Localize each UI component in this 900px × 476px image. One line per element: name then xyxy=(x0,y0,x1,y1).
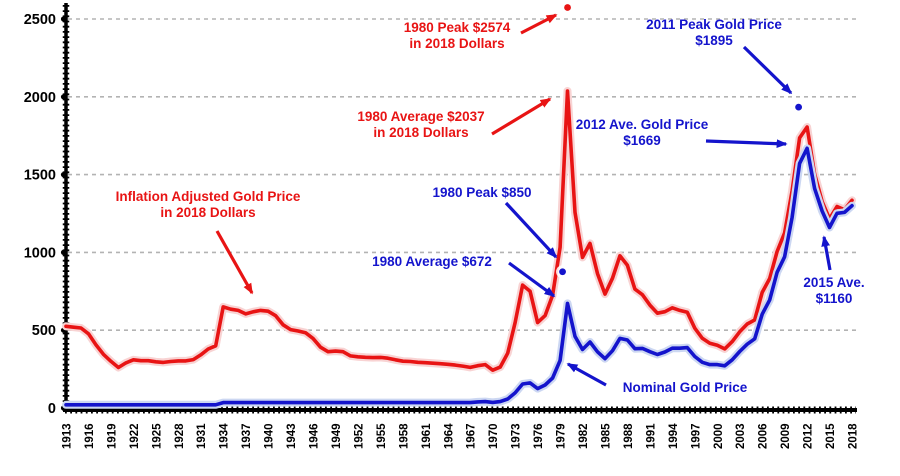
y-tick-dot xyxy=(60,94,67,100)
x-tick-label: 1916 xyxy=(84,423,96,449)
x-tick-label: 2006 xyxy=(758,423,770,449)
annotation-arrow xyxy=(566,362,607,387)
annotation-arrow xyxy=(504,201,558,259)
y-tick-dot xyxy=(60,172,67,178)
annotation-avg-1669-label: 2012 Ave. Gold Price $1669 xyxy=(576,117,788,149)
annotation-avg-2037-label: 1980 Average $2037 in 2018 Dollars xyxy=(357,97,552,140)
x-tick-label: 1988 xyxy=(623,423,635,449)
x-tick-label: 2012 xyxy=(803,423,815,449)
y-tick-label: 2000 xyxy=(24,90,56,106)
y-tick-label: 0 xyxy=(48,401,56,417)
x-tick-label: 1943 xyxy=(286,423,298,449)
x-tick-label: 1946 xyxy=(309,423,321,449)
x-tick-label: 1934 xyxy=(219,423,231,449)
x-tick-label: 1964 xyxy=(443,423,455,449)
x-tick-label: 1919 xyxy=(106,423,118,449)
annotation-dot xyxy=(564,4,571,11)
x-tick-label: 1955 xyxy=(376,423,388,449)
x-tick-label: 1994 xyxy=(668,423,680,449)
x-tick-label: 1961 xyxy=(421,423,433,449)
x-tick-label: 1922 xyxy=(129,423,141,449)
x-tick-label: 1982 xyxy=(578,423,590,449)
annotation-avg-1160-label: 2015 Ave. $1160 xyxy=(803,235,865,306)
x-tick-label: 1976 xyxy=(533,423,545,449)
x-tick-label: 1928 xyxy=(174,423,186,449)
annotation-inflation-adjusted-label: Inflation Adjusted Gold Price in 2018 Dol… xyxy=(116,189,301,295)
annotation-dot xyxy=(559,268,566,276)
x-tick-label: 1997 xyxy=(690,423,702,449)
annotation-text: 2011 Peak Gold Price $1895 xyxy=(646,17,782,48)
x-tick-label: 2018 xyxy=(848,423,860,449)
x-tick-label: 1967 xyxy=(466,423,478,449)
annotation-text: 1980 Peak $2574 in 2018 Dollars xyxy=(404,20,511,51)
annotation-peak-1895-label: 2011 Peak Gold Price $1895 xyxy=(646,17,806,114)
x-tick-label: 1940 xyxy=(264,423,276,449)
x-tick-label: 1985 xyxy=(600,423,612,449)
annotation-text: 1980 Average $672 xyxy=(372,254,492,269)
x-tick-label: 1991 xyxy=(645,423,657,449)
x-tick-label: 1958 xyxy=(398,423,410,449)
annotation-text: 1980 Average $2037 in 2018 Dollars xyxy=(357,109,484,140)
annotation-avg-672-label: 1980 Average $672 xyxy=(372,254,556,298)
x-tick-label: 1913 xyxy=(62,423,74,449)
annotation-arrow xyxy=(520,13,558,35)
x-tick-label: 1931 xyxy=(196,423,208,449)
axes: 0 500 1000 1500 2000 2500 1913 1916 1919 1922 1925… xyxy=(24,3,860,449)
nominal-series-line xyxy=(64,146,854,407)
annotation-arrow xyxy=(821,235,832,271)
x-tick-label: 1973 xyxy=(511,423,523,449)
x-tick-label: 1970 xyxy=(488,423,500,449)
x-tick-label: 2003 xyxy=(735,423,747,449)
x-tick-label: 1949 xyxy=(331,423,343,449)
annotation-peak-850-label: 1980 Peak $850 xyxy=(432,185,570,279)
annotation-text: Inflation Adjusted Gold Price in 2018 Dol… xyxy=(116,189,301,220)
annotation-nominal-label: Nominal Gold Price xyxy=(566,362,748,395)
annotation-text: 2015 Ave. $1160 xyxy=(803,275,864,306)
nominal-series xyxy=(62,144,856,409)
x-tick-label: 1925 xyxy=(151,423,163,449)
annotation-text: 2012 Ave. Gold Price $1669 xyxy=(576,117,709,148)
inflation-adjusted-series xyxy=(62,87,856,375)
annotation-dot xyxy=(795,103,802,111)
x-tick-label: 2000 xyxy=(713,423,725,449)
y-tick-label: 1500 xyxy=(24,168,56,184)
x-tick-label: 2015 xyxy=(825,423,837,449)
x-tick-label: 1952 xyxy=(353,423,365,449)
annotation-arrow xyxy=(742,45,793,95)
x-tick-label: 1979 xyxy=(556,423,568,449)
y-tick-label: 500 xyxy=(32,323,56,339)
annotation-arrow xyxy=(705,139,788,149)
y-tick-label: 1000 xyxy=(24,245,56,261)
annotation-arrow xyxy=(491,97,552,136)
inflation-adjusted-series-line xyxy=(64,89,854,373)
x-tick-label: 2009 xyxy=(780,423,792,449)
annotation-arrow xyxy=(215,230,254,295)
x-tick-label: 1937 xyxy=(241,423,253,449)
annotation-text: 1980 Peak $850 xyxy=(432,185,531,200)
y-tick-label: 2500 xyxy=(24,12,56,28)
annotation-peak-2574-label: 1980 Peak $2574 in 2018 Dollars xyxy=(404,0,575,51)
y-tick-dot xyxy=(60,16,67,22)
gridlines xyxy=(68,18,858,332)
y-tick-dot xyxy=(60,249,67,255)
annotation-arrow xyxy=(508,261,556,298)
annotation-text: Nominal Gold Price xyxy=(623,380,748,395)
